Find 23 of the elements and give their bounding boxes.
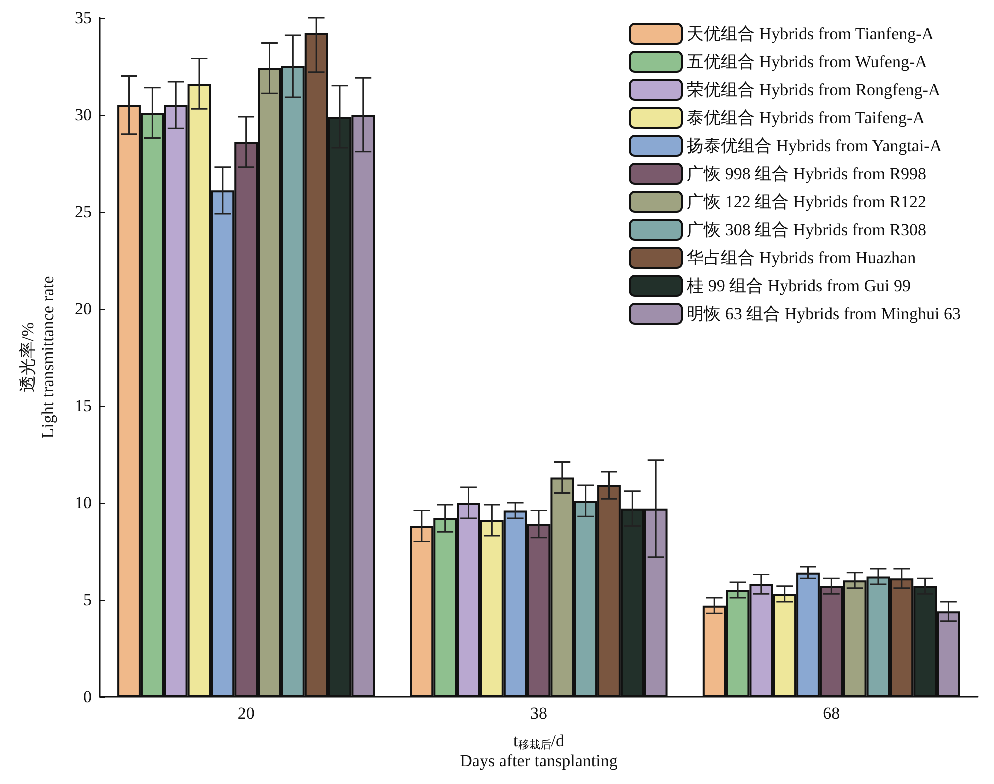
y-tick-label: 25 <box>75 202 92 222</box>
legend-label: 泰优组合 Hybrids from Taifeng-A <box>687 108 926 128</box>
legend-label: 广恢 998 组合 Hybrids from R998 <box>687 164 927 184</box>
legend-label: 桂 99 组合 Hybrids from Gui 99 <box>686 276 911 296</box>
legend-label: 广恢 122 组合 Hybrids from R122 <box>687 192 927 212</box>
y-tick-label: 0 <box>84 688 92 706</box>
y-tick-label: 30 <box>75 106 92 124</box>
y-tick-label: 35 <box>75 8 92 28</box>
y-tick-label: 15 <box>75 396 92 416</box>
legend-label: 五优组合 Hybrids from Wufeng-A <box>687 52 928 72</box>
x-tick-label: 38 <box>530 704 548 723</box>
legend-label: 天优组合 Hybrids from Tianfeng-A <box>687 24 935 44</box>
legend-label: 广恢 308 组合 Hybrids from R308 <box>687 220 927 240</box>
legend-label: 荣优组合 Hybrids from Rongfeng-A <box>687 80 942 100</box>
x-tick-label: 68 <box>823 704 840 723</box>
legend-label: 华占组合 Hybrids from Huazhan <box>687 248 917 268</box>
legend-label: 明恢 63 组合 Hybrids from Minghui 63 <box>687 304 962 324</box>
legend-label: 扬泰优组合 Hybrids from Yangtai-A <box>687 136 943 156</box>
y-tick-label: 5 <box>84 590 92 610</box>
y-axis-title: 透光率/% Light transmittance rate <box>18 276 58 439</box>
y-tick-label: 10 <box>75 494 92 512</box>
x-tick-label: 20 <box>238 704 255 723</box>
y-tick-label: 20 <box>75 300 92 318</box>
